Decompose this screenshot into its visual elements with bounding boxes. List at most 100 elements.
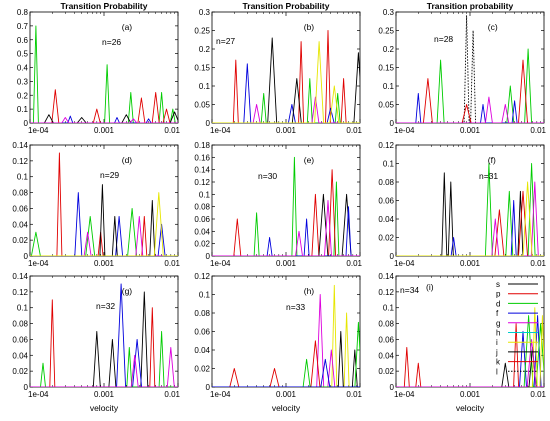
series-line-3	[212, 340, 360, 387]
x-axis-label: velocity	[272, 403, 301, 413]
x-tick-label: 0.001	[94, 259, 115, 268]
legend-label: h	[496, 329, 500, 338]
y-tick-label: 0.05	[194, 101, 210, 110]
x-tick-label: 1e-04	[394, 259, 415, 268]
y-tick-label: 0	[24, 252, 29, 261]
series-line-4	[212, 206, 360, 256]
panel-title: Transition Probability	[243, 1, 330, 11]
x-axis-label: velocity	[456, 403, 485, 413]
x-tick-label: 0.01	[346, 126, 362, 135]
y-tick-label: 0.04	[378, 351, 394, 360]
plot-frame	[29, 275, 179, 388]
y-tick-label: 0.1	[17, 173, 29, 182]
y-tick-label: 0.7	[17, 22, 29, 31]
series-line-1	[212, 284, 360, 387]
x-tick-label: 0.01	[530, 259, 546, 268]
y-tick-label: 0.06	[378, 335, 394, 344]
y-tick-label: 0.08	[194, 309, 210, 318]
y-tick-label: 0.02	[12, 236, 28, 245]
n-annotation: n=34	[400, 285, 419, 295]
y-tick-label: 0.15	[378, 64, 394, 73]
series-line-1	[212, 156, 360, 256]
series-line-4	[212, 78, 360, 123]
panel-title: Transition Probability	[61, 1, 148, 11]
series-line-5	[396, 181, 544, 256]
series-line-6	[212, 358, 360, 387]
x-tick-label: 0.01	[346, 259, 362, 268]
y-tick-label: 0.08	[194, 203, 210, 212]
y-tick-label: 0.14	[378, 272, 394, 281]
series-line-1	[396, 323, 544, 387]
legend-label: k	[496, 358, 501, 367]
y-tick-label: 0.1	[17, 304, 29, 313]
series-group	[212, 30, 360, 123]
series-line-4	[30, 331, 178, 387]
y-tick-label: 0.6	[17, 36, 29, 45]
legend-label: p	[496, 290, 501, 299]
series-line-5	[212, 96, 360, 123]
x-tick-label: 1e-04	[28, 126, 49, 135]
y-tick-label: 0.1	[199, 190, 211, 199]
panel-label: (a)	[122, 22, 133, 32]
series-line-2	[212, 294, 360, 387]
series-group	[30, 25, 178, 123]
y-tick-label: 0.25	[378, 27, 394, 36]
x-axis-label: velocity	[90, 403, 119, 413]
series-line-3	[30, 283, 178, 387]
y-tick-label: 0.1	[199, 82, 211, 91]
series-line-5	[30, 346, 178, 387]
y-tick-label: 0.14	[12, 272, 28, 281]
x-tick-label: 0.01	[164, 259, 180, 268]
y-tick-label: 0.14	[12, 141, 28, 150]
y-tick-label: 0.16	[194, 153, 210, 162]
x-tick-label: 0.01	[530, 390, 546, 399]
y-tick-label: 0.1	[383, 160, 395, 169]
n-annotation: n=31	[479, 171, 498, 181]
y-tick-label: 0.05	[378, 101, 394, 110]
chart-panel-e: 0 0.02 0.04 0.06 0.08 0.1 0.12 0.14 0.16 0.18 1e-0…	[194, 141, 362, 268]
series-group	[212, 284, 360, 387]
x-tick-label: 0.01	[164, 390, 180, 399]
y-tick-label: 0.1	[199, 291, 211, 300]
x-tick-label: 0.001	[460, 126, 481, 135]
plot-frame	[29, 11, 179, 124]
y-tick-label: 0.2	[17, 91, 29, 100]
y-tick-label: 0.1	[383, 82, 395, 91]
x-tick-label: 0.01	[346, 390, 362, 399]
y-tick-label: 0.3	[17, 77, 29, 86]
series-line-1	[212, 30, 360, 123]
series-line-3	[396, 59, 544, 123]
panel-label: (e)	[304, 155, 315, 165]
y-tick-label: 0.12	[194, 178, 210, 187]
y-tick-label: 0.12	[378, 288, 394, 297]
plot-frame	[395, 11, 545, 124]
y-tick-label: 0.2	[383, 45, 395, 54]
y-tick-label: 0.25	[194, 27, 210, 36]
y-tick-label: 0	[24, 119, 29, 128]
y-tick-label: 0.18	[194, 141, 210, 150]
plot-frame	[211, 144, 361, 257]
n-annotation: n=28	[434, 34, 453, 44]
series-group	[396, 163, 544, 256]
y-tick-label: 0.12	[12, 157, 28, 166]
series-line-2	[30, 89, 178, 123]
chart-panel-b: 0 0.05 0.1 0.15 0.2 0.25 0.3 1e-04 0.001 0.01 Tran…	[194, 1, 362, 135]
panel-title: Transition probability	[427, 1, 514, 11]
y-tick-label: 0.12	[378, 141, 394, 150]
series-line-4	[30, 184, 178, 256]
panel-label: (b)	[304, 22, 315, 32]
x-tick-label: 0.01	[530, 126, 546, 135]
legend-label: s	[496, 280, 500, 289]
chart-panel-i: 0 0.02 0.04 0.06 0.08 0.1 0.12 0.14 1e-04 0.001 0.…	[378, 272, 546, 413]
series-line-2	[212, 63, 360, 123]
chart-panel-d: 0 0.02 0.04 0.06 0.08 0.1 0.12 0.14 1e-04 0.001 0.…	[12, 141, 180, 268]
y-tick-label: 0.12	[194, 272, 210, 281]
series-line-5	[30, 117, 178, 123]
series-line-4	[396, 92, 544, 123]
y-tick-label: 0.06	[12, 204, 28, 213]
panel-label: (c)	[488, 22, 498, 32]
y-tick-label: 0.08	[378, 320, 394, 329]
y-tick-label: 0.02	[194, 240, 210, 249]
